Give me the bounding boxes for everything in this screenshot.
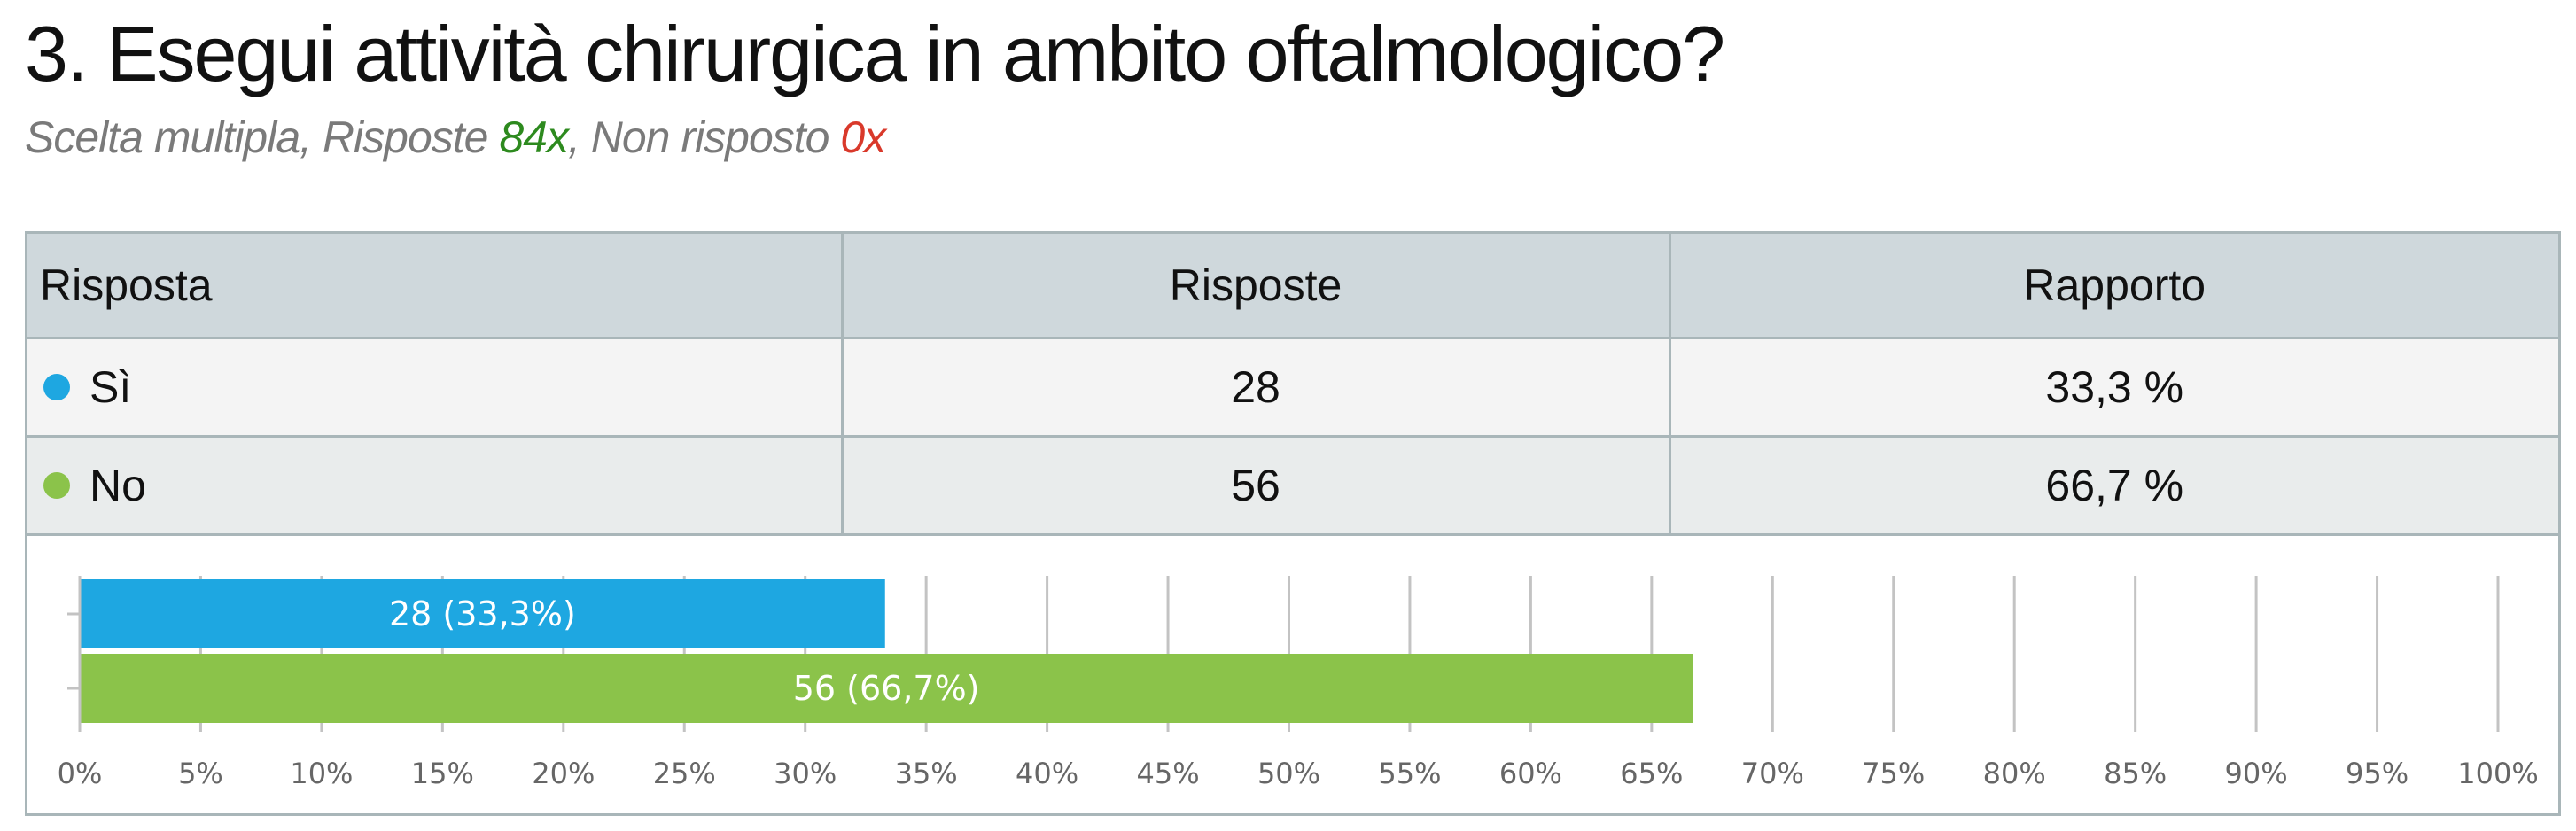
answer-cell: No (27, 436, 844, 536)
bar-no (80, 654, 1693, 723)
x-tick-label: 50% (1257, 757, 1320, 790)
header-risposta: Risposta (27, 234, 844, 339)
question-subtitle: Scelta multipla, Risposte 84x, Non rispo… (25, 112, 886, 163)
results-table: Risposta Risposte Rapporto Sì 28 33,3 % … (27, 234, 2558, 536)
results-panel: Risposta Risposte Rapporto Sì 28 33,3 % … (25, 231, 2561, 816)
x-tick-label: 45% (1136, 757, 1199, 790)
x-tick-label: 55% (1378, 757, 1441, 790)
answer-label: Sì (89, 362, 132, 412)
bar-chart: 0% 5% 10% 15% 20% 25% 30% 35% 40% 45% 50% 55% 60% 65%… (58, 576, 2539, 790)
table-header-row: Risposta Risposte Rapporto (27, 234, 2558, 339)
x-tick-label: 40% (1016, 757, 1078, 790)
x-tick-label: 10% (290, 757, 353, 790)
x-tick-label: 20% (532, 757, 595, 790)
count-cell: 28 (842, 338, 1671, 438)
header-rapporto: Rapporto (1669, 234, 2558, 339)
x-tick-label: 0% (58, 757, 103, 790)
x-tick-label: 15% (411, 757, 474, 790)
header-risposte: Risposte (842, 234, 1671, 339)
bar-label: 56 (66,7%) (793, 669, 980, 708)
question-title: 3. Esegui attività chirurgica in ambito … (25, 10, 1725, 97)
subtitle-mid: , Non risposto (567, 113, 841, 162)
ratio-cell: 66,7 % (1669, 436, 2558, 536)
x-tick-label: 60% (1499, 757, 1562, 790)
answered-count: 84x (499, 113, 569, 162)
answer-cell: Sì (27, 338, 844, 438)
x-tick-label: 95% (2346, 757, 2409, 790)
table-row: Sì 28 33,3 % (27, 338, 2558, 438)
x-tick-label: 70% (1741, 757, 1804, 790)
x-tick-label: 85% (2104, 757, 2167, 790)
subtitle-prefix: Scelta multipla, Risposte (25, 113, 500, 162)
x-tick-label: 30% (774, 757, 837, 790)
x-tick-label: 65% (1620, 757, 1683, 790)
x-tick-label: 90% (2225, 757, 2288, 790)
ratio-cell: 33,3 % (1669, 338, 2558, 438)
bar-label: 28 (33,3%) (389, 594, 576, 633)
legend-dot-si (43, 373, 70, 400)
x-tick-label: 75% (1862, 757, 1925, 790)
table-row: No 56 66,7 % (27, 436, 2558, 536)
legend-dot-no (43, 471, 70, 499)
x-tick-label: 80% (1983, 757, 2046, 790)
answer-label: No (89, 461, 146, 510)
x-tick-label: 5% (178, 757, 223, 790)
x-tick-label: 35% (895, 757, 958, 790)
bar-si (80, 579, 885, 648)
not-answered-count: 0x (840, 113, 886, 162)
x-tick-label: 25% (653, 757, 716, 790)
count-cell: 56 (842, 436, 1671, 536)
x-tick-label: 100% (2457, 757, 2538, 790)
